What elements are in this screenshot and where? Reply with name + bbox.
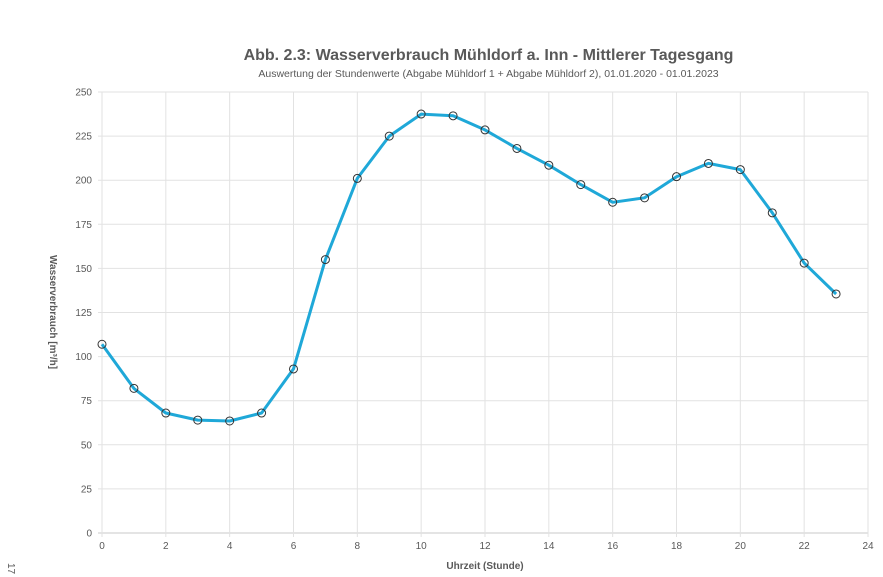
- y-tick-label: 150: [75, 264, 92, 275]
- data-line: [100, 112, 838, 423]
- data-point-marker: [320, 255, 330, 265]
- data-point-marker: [640, 193, 650, 203]
- y-tick-label: 175: [75, 220, 92, 231]
- data-point-marker: [161, 408, 171, 418]
- x-tick-label: 18: [671, 541, 683, 552]
- x-tick-label: 8: [355, 541, 361, 552]
- data-point-marker: [576, 180, 586, 190]
- data-point-marker: [831, 289, 841, 299]
- x-tick-label: 22: [799, 541, 811, 552]
- x-tick-label: 10: [416, 541, 428, 552]
- data-point-marker: [448, 111, 458, 121]
- data-point-marker: [799, 258, 809, 268]
- x-tick-label: 14: [543, 541, 555, 552]
- y-tick-label: 200: [75, 176, 92, 187]
- y-tick-label: 125: [75, 308, 92, 319]
- x-tick-label: 4: [227, 541, 233, 552]
- data-point-marker: [512, 143, 522, 153]
- x-tick-label: 0: [99, 541, 105, 552]
- data-point-marker: [384, 131, 394, 141]
- data-point-marker: [416, 109, 426, 119]
- y-tick-label: 250: [75, 88, 92, 99]
- x-axis-label: Uhrzeit (Stunde): [446, 561, 523, 572]
- chart-subtitle: Auswertung der Stundenwerte (Abgabe Mühl…: [258, 68, 719, 80]
- y-tick-label: 225: [75, 132, 92, 143]
- data-point-marker: [352, 173, 362, 183]
- y-tick-label: 25: [81, 484, 93, 495]
- data-point-marker: [735, 165, 745, 175]
- data-point-marker: [129, 383, 139, 393]
- x-tick-label: 6: [291, 541, 297, 552]
- page-number: 17: [5, 563, 16, 575]
- data-markers: [97, 109, 841, 426]
- data-point-marker: [257, 408, 267, 418]
- y-tick-label: 100: [75, 352, 92, 363]
- data-point-marker: [703, 158, 713, 168]
- y-axis-label: Wasserverbrauch [m³/h]: [47, 255, 58, 369]
- data-point-marker: [767, 208, 777, 218]
- y-tick-label: 0: [86, 529, 92, 540]
- data-point-marker: [225, 416, 235, 426]
- y-tick-label: 75: [81, 396, 93, 407]
- gridlines: [98, 91, 869, 537]
- data-point-marker: [289, 364, 298, 374]
- data-point-marker: [544, 160, 554, 170]
- y-tick-label: 50: [81, 440, 93, 451]
- x-tick-label: 24: [862, 541, 874, 552]
- data-point-marker: [193, 415, 203, 425]
- x-tick-label: 16: [607, 541, 619, 552]
- data-point-marker: [672, 172, 681, 182]
- data-point-marker: [608, 197, 618, 207]
- data-point-marker: [480, 125, 490, 135]
- x-tick-label: 12: [479, 541, 491, 552]
- chart-title: Abb. 2.3: Wasserverbrauch Mühldorf a. In…: [243, 47, 734, 64]
- data-point-marker: [97, 339, 107, 349]
- x-tick-label: 2: [163, 541, 169, 552]
- x-tick-label: 20: [735, 541, 747, 552]
